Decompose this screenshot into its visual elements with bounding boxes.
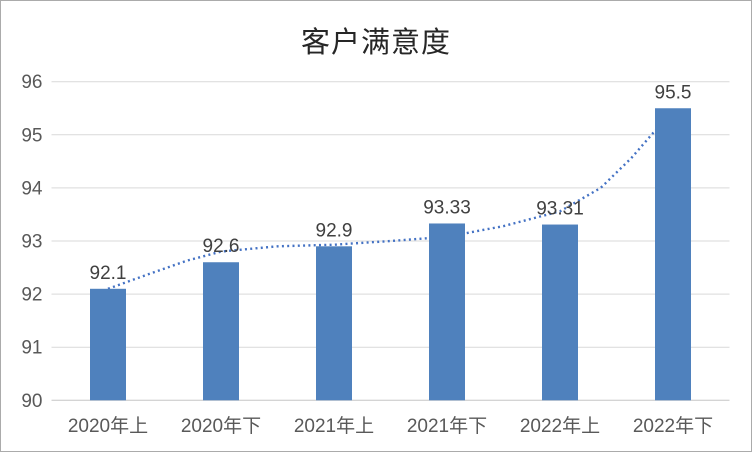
y-axis-tick-label-92: 92	[21, 285, 42, 306]
bar-value-label-3: 93.33	[423, 197, 471, 218]
bar-4	[542, 224, 578, 401]
y-axis-tick-label-94: 94	[21, 178, 43, 199]
y-axis-tick-label-95: 95	[21, 125, 42, 146]
bar-1	[203, 262, 239, 401]
y-axis-tick-label-93: 93	[21, 232, 42, 253]
bar-value-label-5: 95.5	[655, 82, 692, 103]
x-axis-label-1: 2020年下	[181, 415, 261, 437]
bar-5	[655, 108, 691, 401]
bar-value-label-2: 92.9	[316, 220, 353, 241]
y-axis-tick-label-91: 91	[21, 338, 42, 359]
y-axis-tick-label-90: 90	[21, 391, 42, 412]
y-axis-tick-label-96: 96	[21, 72, 42, 93]
x-axis-label-3: 2021年下	[407, 415, 487, 437]
x-axis-label-2: 2021年上	[294, 415, 374, 437]
bar-value-label-4: 93.31	[536, 199, 584, 220]
bar-3	[429, 223, 465, 401]
x-axis-label-0: 2020年上	[68, 415, 148, 437]
bar-value-label-1: 92.6	[203, 236, 240, 257]
bar-2	[316, 246, 352, 401]
x-axis-label-5: 2022年下	[633, 415, 713, 437]
trendline	[107, 110, 674, 290]
bar-0	[90, 288, 126, 401]
chart-title: 客户满意度	[300, 25, 451, 59]
bar-value-label-0: 92.1	[90, 263, 127, 284]
x-axis-label-4: 2022年上	[520, 415, 600, 437]
